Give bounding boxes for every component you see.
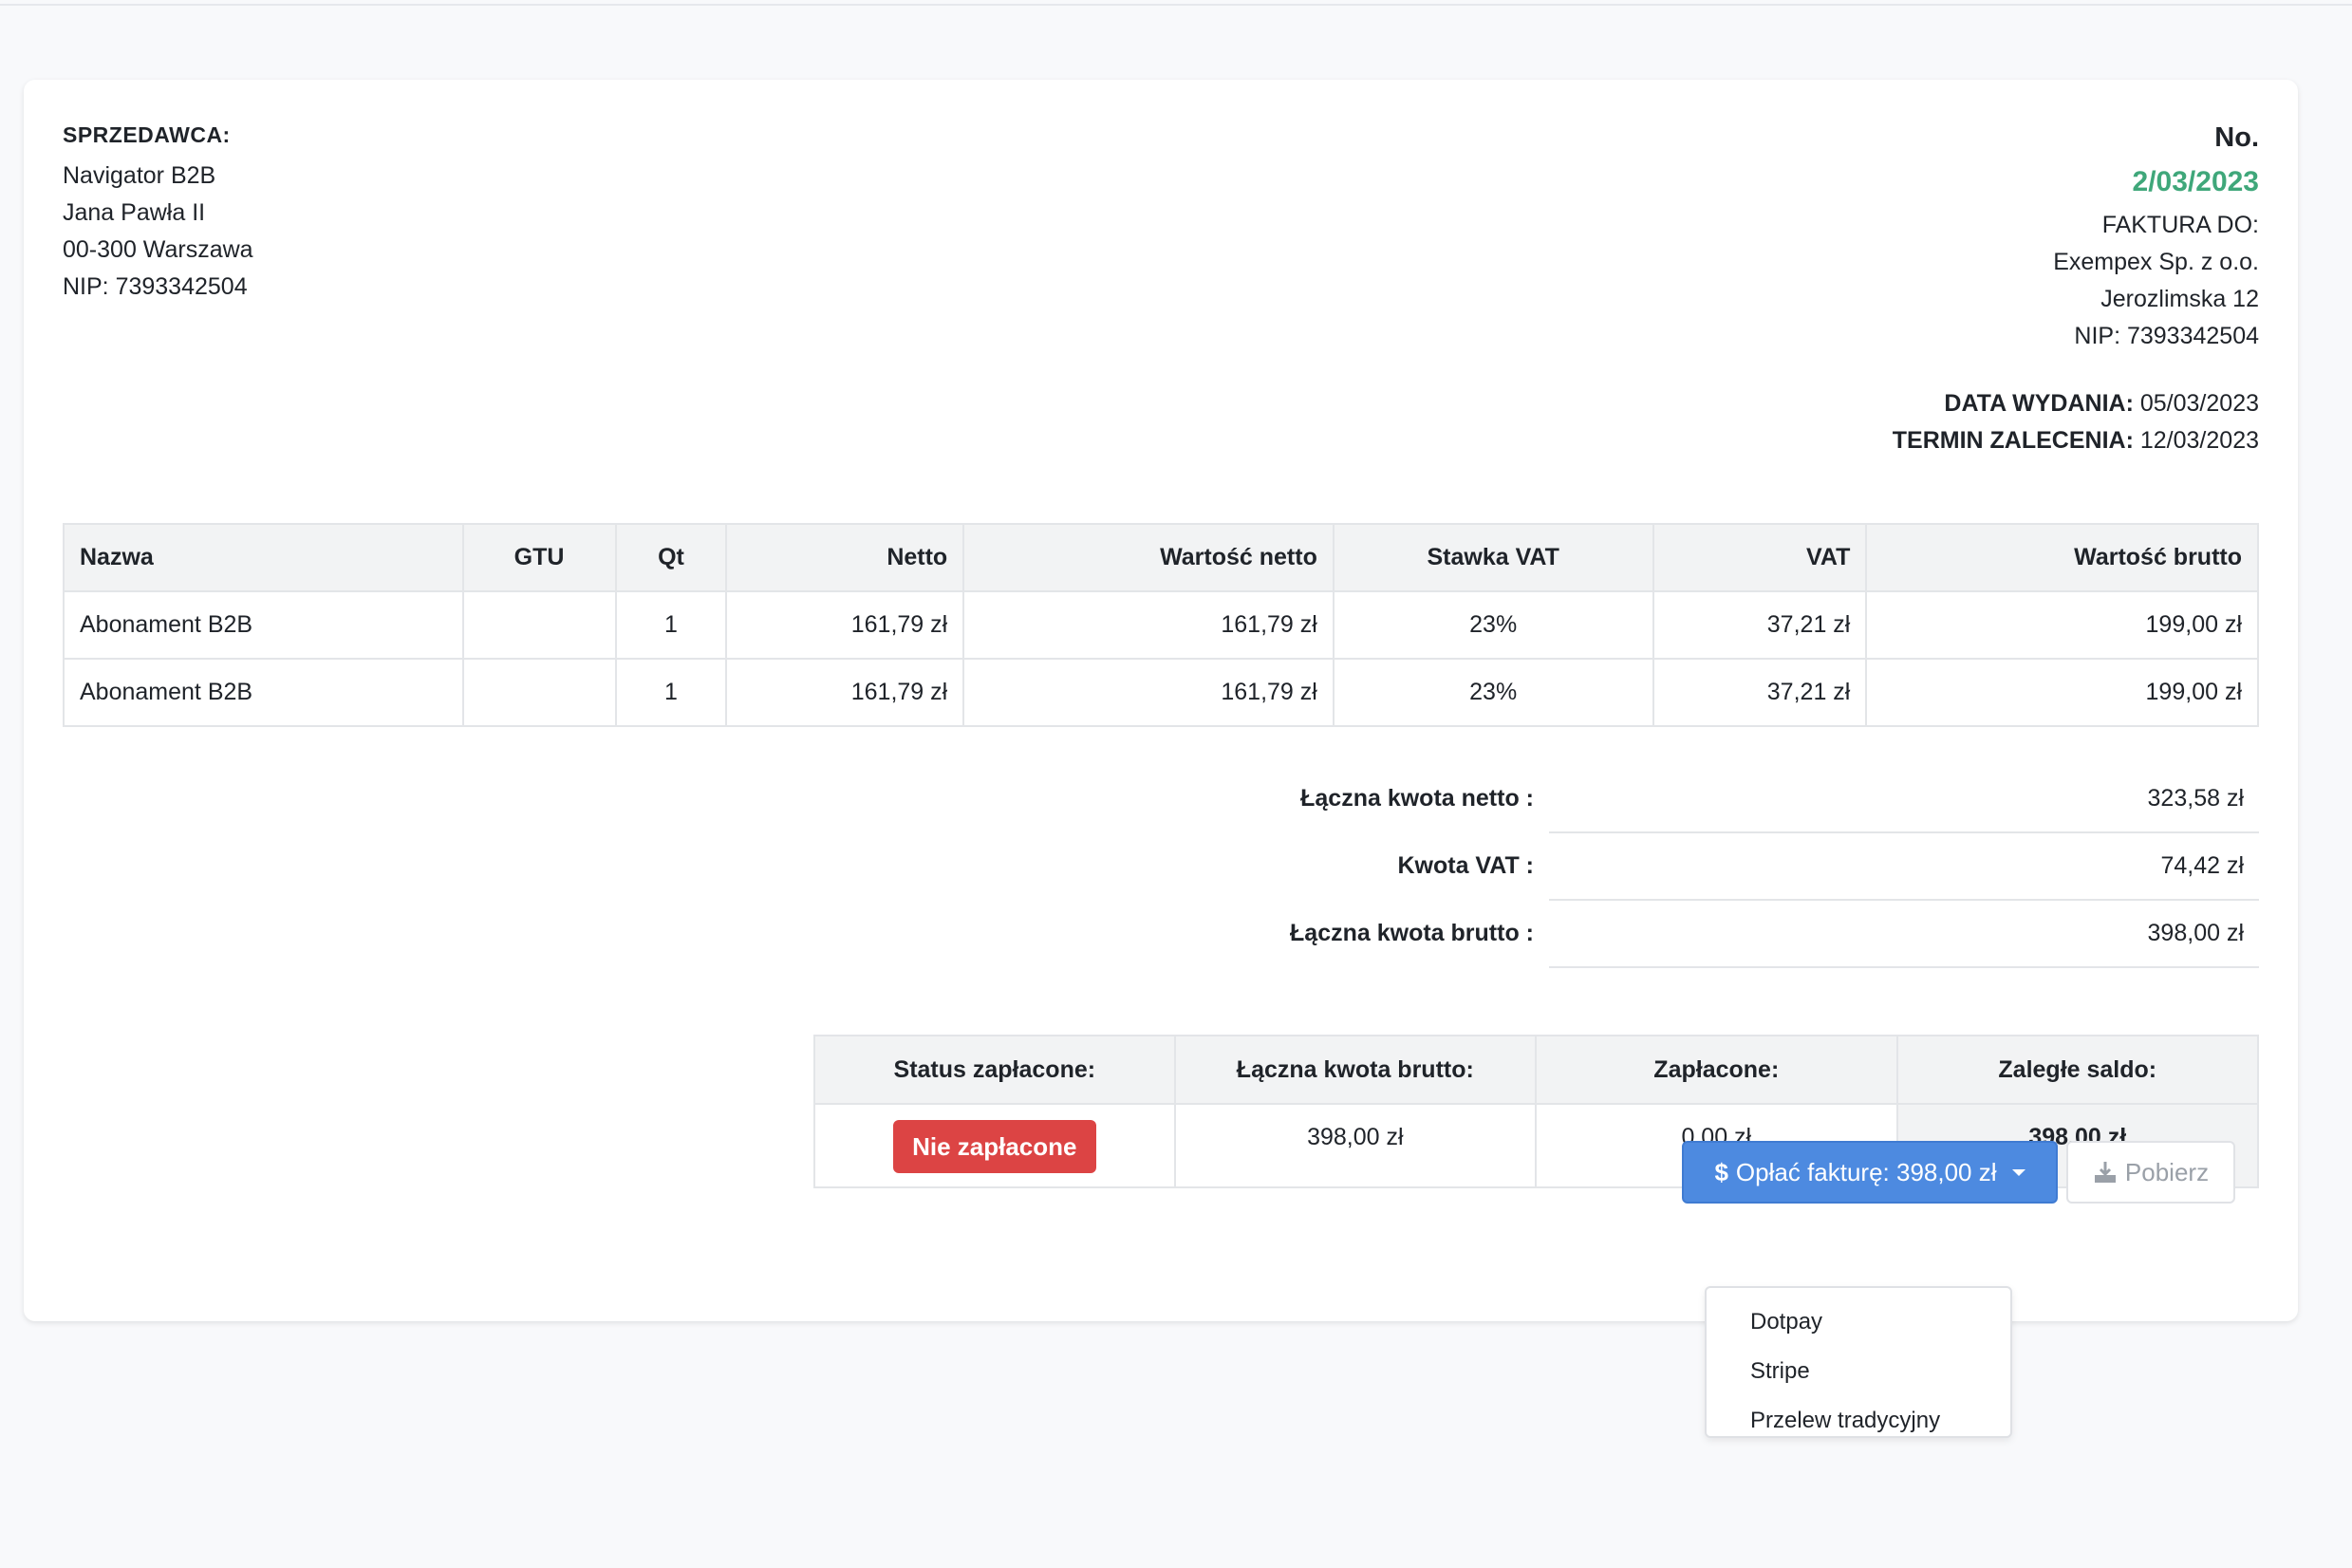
caret-down-icon <box>2011 1168 2025 1176</box>
menu-item-stripe[interactable]: Stripe <box>1750 1358 1810 1384</box>
col-header: Łączna kwota brutto: <box>1173 1035 1538 1105</box>
total-label: Kwota VAT : <box>1397 852 1534 879</box>
total-label: Łączna kwota netto : <box>1300 785 1534 812</box>
buyer-line: Exempex Sp. z o.o. <box>2053 249 2259 275</box>
due-date-label: TERMIN ZALECENIA: <box>1892 427 2134 454</box>
invoice-no-label: No. <box>2214 122 2259 153</box>
items-table: Nazwa GTU Qt Netto Wartość netto Stawka … <box>63 523 2259 727</box>
cell: 161,79 zł <box>962 590 1335 660</box>
col-header: Nazwa <box>63 523 464 592</box>
payment-method-menu: Dotpay Stripe Przelew tradycyjny <box>1705 1286 2012 1438</box>
download-icon <box>2094 1162 2116 1183</box>
col-header: GTU <box>461 523 617 592</box>
invoice-info: No. 2/03/2023 FAKTURA DO: Exempex Sp. z … <box>1893 116 2259 459</box>
col-header: VAT <box>1652 523 1868 592</box>
col-header: Netto <box>725 523 965 592</box>
table-row: Abonament B2B 1 161,79 zł 161,79 zł 23% … <box>63 590 2259 660</box>
menu-item-dotpay[interactable]: Dotpay <box>1750 1309 1823 1335</box>
cell: Abonament B2B <box>63 590 464 660</box>
unpaid-status-badge: Nie zapłacone <box>893 1120 1096 1173</box>
seller-line: NIP: 7393342504 <box>63 273 248 300</box>
invoice-number: 2/03/2023 <box>2132 166 2259 197</box>
seller-line: Navigator B2B <box>63 162 216 189</box>
total-brutto-row: Łączna kwota brutto : 398,00 zł <box>1264 900 2259 968</box>
cell: 1 <box>614 590 728 660</box>
cell <box>461 590 617 660</box>
total-netto-row: Łączna kwota netto : 323,58 zł <box>1264 765 2259 833</box>
items-header-row: Nazwa GTU Qt Netto Wartość netto Stawka … <box>63 523 2259 592</box>
col-header: Wartość brutto <box>1865 523 2259 592</box>
due-date: 12/03/2023 <box>2139 427 2259 454</box>
buyer-line: NIP: 7393342504 <box>2074 323 2259 349</box>
menu-item-przelew[interactable]: Przelew tradycyjny <box>1750 1408 1941 1433</box>
cell: 199,00 zł <box>1865 590 2259 660</box>
seller-label: SPRZEDAWCA: <box>63 122 231 147</box>
pay-invoice-button[interactable]: $ Opłać fakturę: 398,00 zł <box>1682 1141 2058 1204</box>
total-value: 323,58 zł <box>1549 765 2259 833</box>
totals-table: Łączna kwota netto : 323,58 zł Kwota VAT… <box>1264 765 2259 968</box>
cell: 37,21 zł <box>1652 658 1868 727</box>
col-header: Wartość netto <box>962 523 1335 592</box>
invoice-card: SPRZEDAWCA: Navigator B2B Jana Pawła II … <box>24 80 2298 1321</box>
download-label: Pobierz <box>2124 1157 2210 1186</box>
col-header: Stawka VAT <box>1332 523 1654 592</box>
top-border <box>0 0 2352 6</box>
due-date-row: TERMIN ZALECENIA: 12/03/2023 <box>1893 422 2259 459</box>
dollar-icon: $ <box>1714 1157 1728 1186</box>
col-header: Qt <box>614 523 728 592</box>
total-value: 398,00 zł <box>1549 900 2259 968</box>
cell: 161,79 zł <box>725 658 965 727</box>
cell: 37,21 zł <box>1652 590 1868 660</box>
bill-to-label: FAKTURA DO: <box>2101 212 2259 238</box>
issue-date-label: DATA WYDANIA: <box>1944 390 2134 417</box>
issue-date: 05/03/2023 <box>2139 390 2259 417</box>
issue-date-row: DATA WYDANIA: 05/03/2023 <box>1893 385 2259 422</box>
gross-cell: 398,00 zł <box>1173 1103 1538 1188</box>
total-value: 74,42 zł <box>1549 832 2259 901</box>
cell: 199,00 zł <box>1865 658 2259 727</box>
col-header: Status zapłacone: <box>813 1035 1176 1105</box>
cell: 161,79 zł <box>962 658 1335 727</box>
seller-block: SPRZEDAWCA: Navigator B2B Jana Pawła II … <box>63 118 253 306</box>
cell: 23% <box>1332 658 1654 727</box>
status-header-row: Status zapłacone: Łączna kwota brutto: Z… <box>813 1035 2260 1105</box>
col-header: Zapłacone: <box>1535 1035 1898 1105</box>
download-button[interactable]: Pobierz <box>2066 1141 2235 1204</box>
cell: 161,79 zł <box>725 590 965 660</box>
cell: Abonament B2B <box>63 658 464 727</box>
seller-line: Jana Pawła II <box>63 199 206 226</box>
cell: 1 <box>614 658 728 727</box>
cell: 23% <box>1332 590 1654 660</box>
pay-invoice-label: Opłać fakturę: 398,00 zł <box>1735 1157 1997 1186</box>
table-row: Abonament B2B 1 161,79 zł 161,79 zł 23% … <box>63 658 2259 727</box>
status-cell: Nie zapłacone <box>813 1103 1176 1188</box>
cell <box>461 658 617 727</box>
total-label: Łączna kwota brutto : <box>1290 920 1534 946</box>
seller-line: 00-300 Warszawa <box>63 236 253 263</box>
total-vat-row: Kwota VAT : 74,42 zł <box>1264 832 2259 901</box>
buyer-line: Jerozlimska 12 <box>2100 286 2259 312</box>
col-header: Zaległe saldo: <box>1895 1035 2260 1105</box>
